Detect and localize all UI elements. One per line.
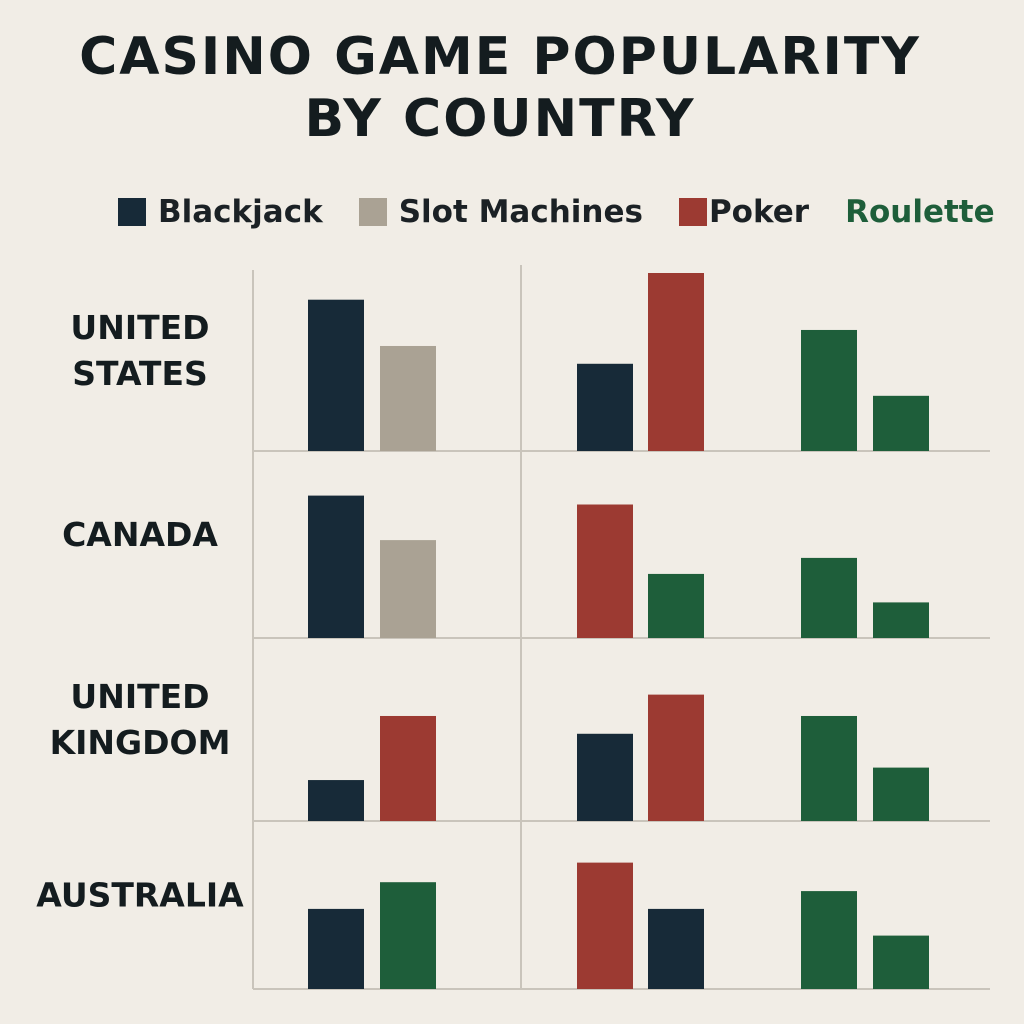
country-row-4: AUSTRALIA [36,862,929,989]
legend-label-poker: Poker [708,194,810,230]
bar-roulette [801,891,857,989]
legend-label-roulette: Roulette [845,194,995,230]
country-row-3: UNITED KINGDOM [50,677,929,821]
bar-blackjack [308,780,364,821]
country-row-2: CANADA [62,495,929,638]
country-row-1: UNITED STATES [70,273,929,451]
bar-roulette [801,329,857,451]
legend: Blackjack Slot Machines Poker Roulette [118,190,995,234]
legend-swatch-blackjack [118,198,146,226]
bar-roulette [648,573,704,638]
country-label-line: UNITED [70,308,209,347]
bar-blackjack [577,733,633,821]
bar-blackjack [648,908,704,989]
country-label-line: AUSTRALIA [36,876,244,915]
bar-blackjack [308,495,364,638]
country-label-line: KINGDOM [50,723,231,762]
country-label-line: STATES [72,354,208,393]
legend-item-slot-machines: Slot Machines [358,194,643,230]
bar-poker [648,694,704,821]
legend-label-blackjack: Blackjack [158,194,323,230]
legend-item-poker: Poker [678,194,810,230]
chart-title-line-2: BY COUNTRY [304,89,696,149]
chart-title-line-1: CASINO GAME POPULARITY [79,27,921,87]
legend-item-blackjack: Blackjack [118,194,323,230]
bar-poker [380,715,436,821]
legend-swatch-slot-machines [358,198,387,226]
bar-roulette [873,935,929,989]
bar-slot-machines [380,345,436,451]
bar-roulette [380,882,436,989]
chart-title: CASINO GAME POPULARITY BY COUNTRY [0,26,1000,150]
legend-label-slot-machines: Slot Machines [398,194,643,230]
bar-roulette [873,767,929,821]
bar-roulette [801,715,857,821]
bar-blackjack [577,363,633,451]
bar-roulette [873,395,929,451]
country-label-line: UNITED [70,677,209,716]
bar-slot-machines [380,540,436,638]
bar-roulette [873,602,929,638]
bar-blackjack [308,299,364,451]
legend-swatch-poker [678,198,707,226]
bar-poker [577,862,633,989]
country-label-line: CANADA [62,515,218,554]
bar-poker [648,273,704,451]
legend-item-roulette: Roulette [845,194,995,230]
bar-roulette [801,557,857,638]
bar-blackjack [308,908,364,989]
bar-poker [577,504,633,638]
